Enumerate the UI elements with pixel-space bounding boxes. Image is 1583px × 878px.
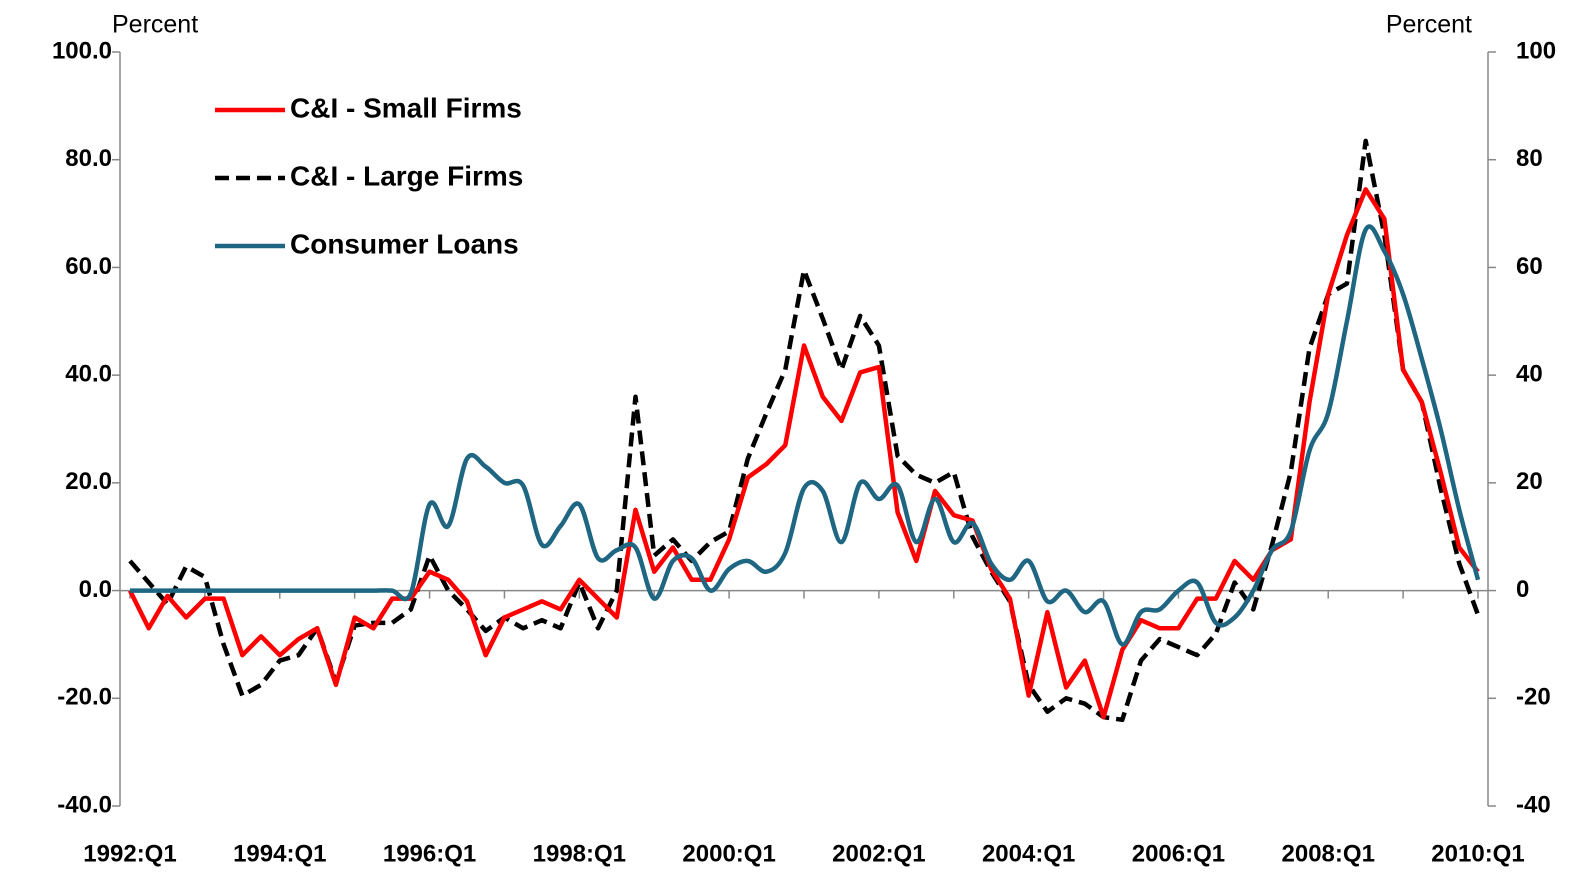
line-series bbox=[127, 187, 1480, 720]
y2-tick-label: 0 bbox=[1516, 576, 1529, 603]
line-series bbox=[130, 224, 1481, 647]
x-tick-label: 1994:Q1 bbox=[233, 840, 326, 867]
y-tick-label: 40.0 bbox=[65, 360, 112, 387]
x-tick-label: 2010:Q1 bbox=[1431, 840, 1524, 867]
x-tick-label: 2008:Q1 bbox=[1282, 840, 1375, 867]
x-tick-label: 1996:Q1 bbox=[383, 840, 476, 867]
y2-tick-label: 60 bbox=[1516, 253, 1543, 280]
y-tick-label: 80.0 bbox=[65, 145, 112, 172]
y-tick-label: 60.0 bbox=[65, 253, 112, 280]
y-tick-label: -40.0 bbox=[57, 791, 112, 818]
y2-tick-label: 20 bbox=[1516, 468, 1543, 495]
y-axis-label: Percent bbox=[112, 11, 198, 39]
x-tick-label: 2006:Q1 bbox=[1132, 840, 1225, 867]
y-tick-label: -20.0 bbox=[57, 684, 112, 711]
y-tick-label: 20.0 bbox=[65, 468, 112, 495]
x-tick-label: 2000:Q1 bbox=[682, 840, 775, 867]
y2-tick-label: 100 bbox=[1516, 37, 1556, 64]
y2-tick-label: 80 bbox=[1516, 145, 1543, 172]
x-tick-label: 2004:Q1 bbox=[982, 840, 1075, 867]
y-tick-label: 0.0 bbox=[79, 576, 112, 603]
x-tick-label: 1998:Q1 bbox=[533, 840, 626, 867]
legend-label: C&I - Large Firms bbox=[290, 160, 523, 191]
x-tick-label: 2002:Q1 bbox=[832, 840, 925, 867]
y2-axis-label: Percent bbox=[1386, 11, 1472, 39]
legend-label: C&I - Small Firms bbox=[290, 92, 522, 123]
legend-label: Consumer Loans bbox=[290, 228, 519, 259]
y2-tick-label: -40 bbox=[1516, 791, 1551, 818]
x-tick-label: 1992:Q1 bbox=[83, 840, 176, 867]
y-tick-label: 100.0 bbox=[52, 37, 112, 64]
y2-tick-label: -20 bbox=[1516, 684, 1551, 711]
y2-tick-label: 40 bbox=[1516, 360, 1543, 387]
